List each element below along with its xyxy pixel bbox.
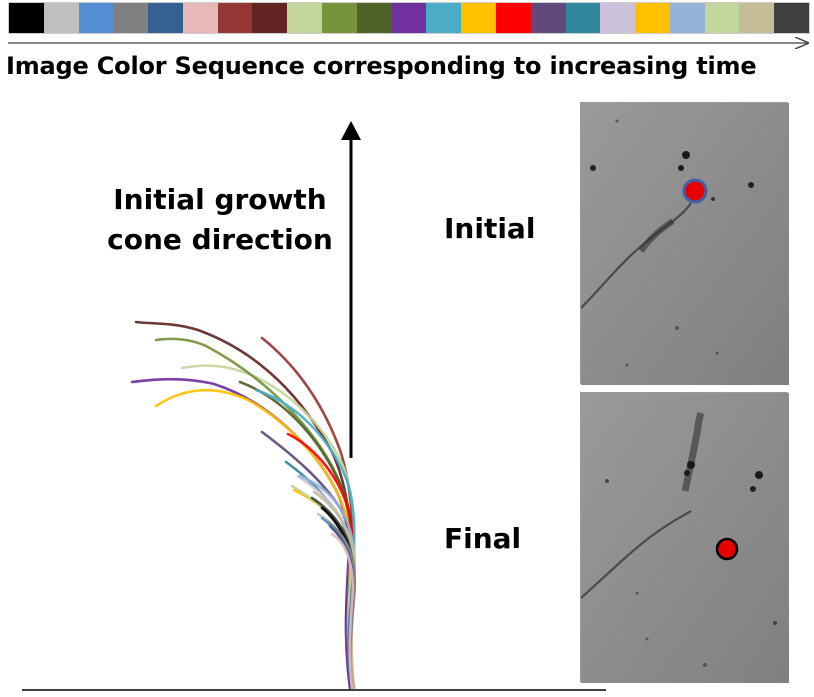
color-swatch <box>252 3 288 33</box>
color-swatch <box>113 3 149 33</box>
target-marker-final <box>715 537 739 561</box>
direction-arrow-head <box>341 121 361 140</box>
final-label: Final <box>444 522 522 555</box>
color-swatch <box>461 3 496 33</box>
color-swatch <box>182 3 218 33</box>
color-swatch <box>391 3 427 33</box>
color-swatch <box>148 3 183 33</box>
color-swatch <box>530 3 566 33</box>
color-swatch <box>565 3 601 33</box>
growth-cone-trajectory <box>238 380 354 690</box>
color-swatch <box>635 3 670 33</box>
color-swatch <box>669 3 705 33</box>
color-swatch <box>356 3 392 33</box>
sequence-caption: Image Color Sequence corresponding to in… <box>6 52 757 80</box>
micrograph-initial-image <box>581 103 789 385</box>
color-swatch <box>739 3 775 33</box>
color-sequence-bar <box>8 2 810 34</box>
target-marker-initial <box>682 178 708 204</box>
color-swatch <box>217 3 253 33</box>
initial-label: Initial <box>444 212 536 245</box>
color-swatch <box>9 3 44 33</box>
color-swatch <box>495 3 531 33</box>
color-swatch <box>600 3 636 33</box>
growth-cone-trajectory <box>330 532 355 690</box>
color-swatch <box>426 3 462 33</box>
direction-label: Initial growth cone direction <box>107 183 333 256</box>
color-swatch <box>78 3 114 33</box>
color-swatch <box>704 3 740 33</box>
color-swatch <box>322 3 357 33</box>
micrograph-initial <box>580 102 789 385</box>
color-swatch <box>287 3 323 33</box>
color-swatch <box>774 3 809 33</box>
color-swatch <box>43 3 79 33</box>
trajectory-group <box>130 320 357 690</box>
micrograph-final-image <box>581 393 789 683</box>
micrograph-final <box>580 392 789 683</box>
